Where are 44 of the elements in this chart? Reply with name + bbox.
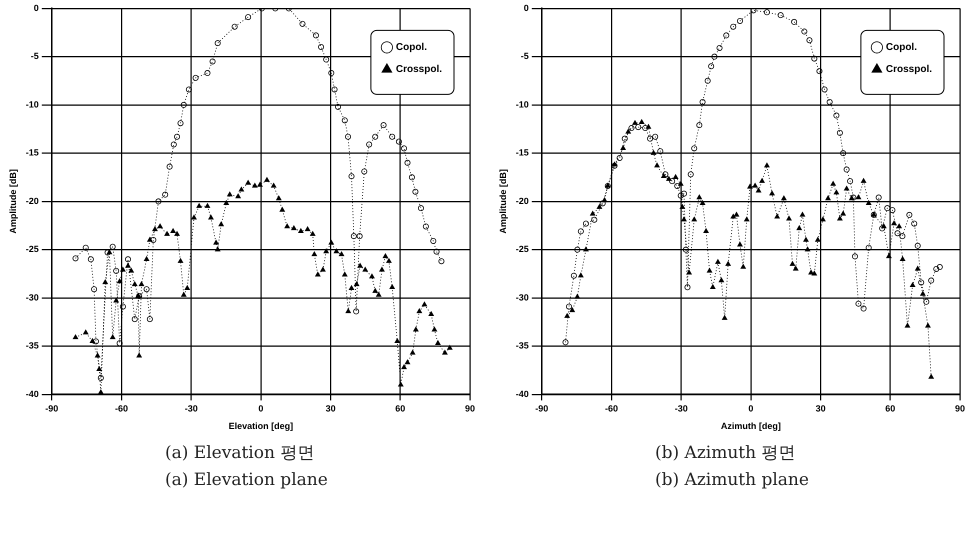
x-tick-label: -60 bbox=[115, 403, 128, 414]
y-tick-label: 0 bbox=[524, 2, 529, 13]
y-tick-label: -5 bbox=[520, 51, 529, 62]
x-tick-label: 60 bbox=[395, 403, 406, 414]
x-tick-label: -30 bbox=[184, 403, 198, 414]
y-tick-label: -25 bbox=[26, 244, 39, 254]
x-tick-label: 30 bbox=[816, 403, 826, 414]
y-tick-label: -15 bbox=[26, 148, 39, 158]
y-tick-label: -30 bbox=[26, 292, 39, 302]
y-tick-label: -40 bbox=[516, 388, 529, 399]
x-tick-label: -30 bbox=[674, 403, 688, 414]
x-tick-label: 90 bbox=[464, 403, 476, 414]
x-tick-label: 30 bbox=[326, 403, 336, 414]
x-axis-title: Azimuth [deg] bbox=[720, 421, 781, 432]
y-tick-label: -5 bbox=[30, 51, 39, 62]
text: (b) Azimuth plane bbox=[654, 469, 810, 492]
x-tick-label: 0 bbox=[258, 403, 264, 414]
legend-label: Crosspol. bbox=[886, 64, 932, 76]
legend-label: Crosspol. bbox=[396, 64, 442, 76]
x-tick-label: -90 bbox=[535, 403, 548, 414]
y-tick-label: -35 bbox=[26, 340, 39, 351]
legend-label: Copol. bbox=[886, 42, 918, 54]
y-axis-title: Amplitude [dB] bbox=[8, 169, 18, 234]
y-tick-label: -35 bbox=[516, 340, 529, 351]
text: (a) Elevation 평면 bbox=[164, 442, 316, 465]
y-tick-label: -15 bbox=[516, 148, 529, 158]
x-tick-label: -90 bbox=[45, 403, 58, 414]
y-tick-label: -10 bbox=[516, 99, 529, 110]
y-tick-label: -20 bbox=[26, 196, 39, 206]
y-tick-label: -40 bbox=[26, 388, 39, 399]
y-tick-label: 0 bbox=[34, 2, 39, 13]
legend-label: Copol. bbox=[396, 42, 428, 54]
x-tick-label: 60 bbox=[885, 403, 896, 414]
text: (a) Elevation plane bbox=[164, 469, 329, 492]
y-axis-title: Amplitude [dB] bbox=[498, 169, 508, 234]
x-axis-title: Elevation [deg] bbox=[228, 421, 294, 432]
x-tick-label: 0 bbox=[748, 403, 754, 414]
text: (b) Azimuth 평면 bbox=[654, 442, 796, 465]
y-tick-label: -30 bbox=[516, 292, 529, 302]
x-tick-label: 90 bbox=[954, 403, 966, 414]
y-tick-label: -10 bbox=[26, 99, 39, 110]
y-tick-label: -25 bbox=[516, 244, 529, 254]
y-tick-label: -20 bbox=[516, 196, 529, 206]
x-tick-label: -60 bbox=[605, 403, 618, 414]
